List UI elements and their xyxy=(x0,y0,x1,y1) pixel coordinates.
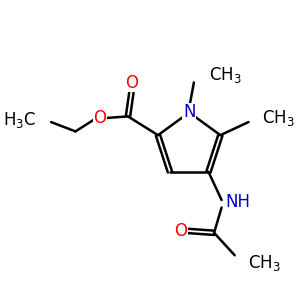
Text: CH$_3$: CH$_3$ xyxy=(248,253,280,273)
Text: O: O xyxy=(93,109,106,127)
Text: CH$_3$: CH$_3$ xyxy=(262,108,294,128)
Text: N: N xyxy=(183,103,195,122)
Text: H$_3$C: H$_3$C xyxy=(3,110,36,130)
Text: O: O xyxy=(125,74,138,92)
Text: CH$_3$: CH$_3$ xyxy=(209,65,242,85)
Text: O: O xyxy=(174,222,187,240)
Text: NH: NH xyxy=(225,193,250,211)
